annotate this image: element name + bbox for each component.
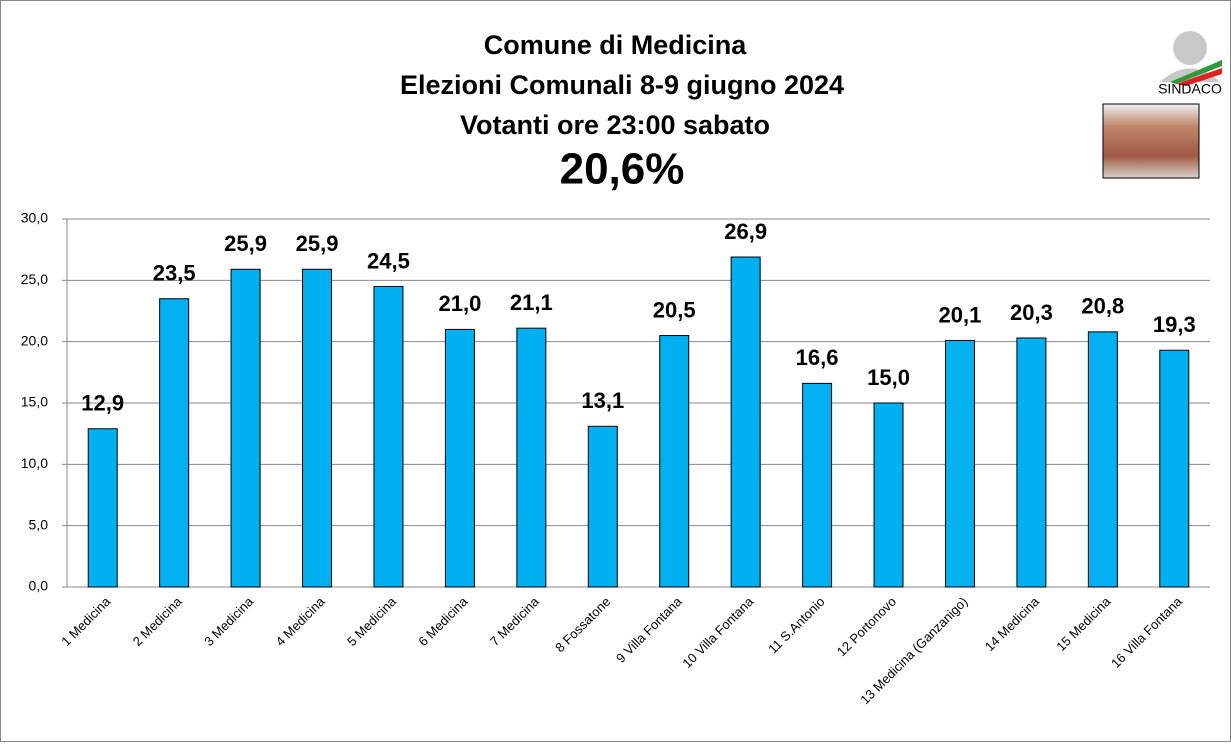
y-tick-label: 5,0	[29, 516, 49, 532]
value-label: 25,9	[296, 231, 339, 256]
bar	[731, 257, 760, 587]
chart: Comune di Medicina Elezioni Comunali 8-9…	[0, 0, 1231, 742]
value-label: 20,8	[1081, 294, 1124, 319]
bar	[517, 328, 546, 587]
bar	[231, 269, 260, 587]
value-label: 19,3	[1153, 312, 1196, 337]
chart-title: Comune di Medicina	[484, 30, 748, 60]
bar	[1160, 350, 1189, 587]
bar	[660, 336, 689, 587]
bar	[945, 340, 974, 587]
value-label: 23,5	[153, 261, 196, 286]
y-tick-label: 25,0	[21, 271, 48, 287]
y-tick-label: 20,0	[21, 332, 48, 348]
chart-title: Votanti ore 23:00 sabato	[460, 110, 770, 140]
value-label: 15,0	[867, 365, 910, 390]
bar	[374, 286, 403, 587]
value-label: 24,5	[367, 248, 410, 273]
y-tick-label: 15,0	[21, 394, 48, 410]
bar	[874, 403, 903, 587]
value-label: 20,1	[939, 302, 982, 327]
bar	[303, 269, 332, 587]
value-label: 25,9	[224, 231, 267, 256]
logo-text: SINDACO	[1158, 81, 1222, 97]
bar	[445, 329, 474, 587]
value-label: 20,3	[1010, 300, 1053, 325]
value-label: 16,6	[796, 345, 839, 370]
value-label: 12,9	[81, 391, 124, 416]
value-label: 26,9	[724, 219, 767, 244]
value-label: 20,5	[653, 297, 696, 322]
chart-subtitle: 20,6%	[560, 145, 685, 194]
value-label: 13,1	[581, 388, 624, 413]
y-tick-label: 0,0	[29, 578, 49, 594]
chart-title: Elezioni Comunali 8-9 giugno 2024	[400, 70, 844, 100]
y-tick-label: 30,0	[21, 210, 48, 226]
bar	[160, 299, 189, 587]
bar	[88, 429, 117, 587]
value-label: 21,0	[438, 291, 481, 316]
bar	[1088, 332, 1117, 587]
value-label: 21,1	[510, 290, 553, 315]
bar	[1017, 338, 1046, 587]
bar	[588, 426, 617, 587]
bar	[803, 383, 832, 587]
y-tick-label: 10,0	[21, 455, 48, 471]
